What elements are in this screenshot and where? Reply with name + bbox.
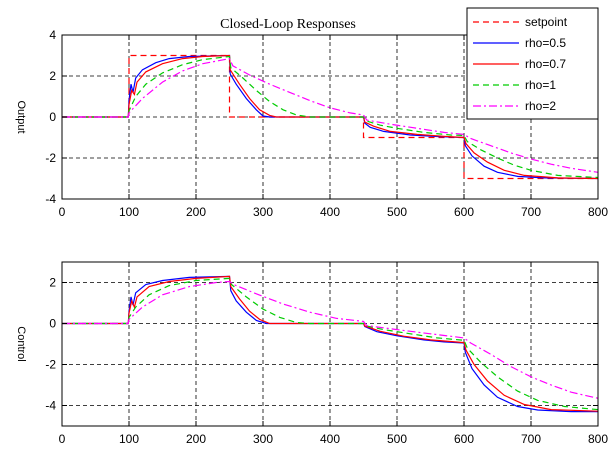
y-tick-label: 2 — [49, 276, 56, 290]
x-tick-label: 700 — [521, 205, 541, 219]
y-tick-label: 2 — [49, 69, 56, 83]
series-line-setpoint — [62, 54, 598, 180]
series-line-rho-0-5 — [62, 54, 598, 180]
legend-label: setpoint — [525, 15, 568, 29]
x-tick-label: 500 — [387, 205, 407, 219]
series-line-rho-1 — [62, 55, 598, 179]
y-tick-label: 0 — [49, 317, 56, 331]
x-tick-label: 600 — [454, 432, 474, 446]
y-tick-label: -4 — [45, 192, 56, 206]
bottom-axes: Control 0 100 200 300 400 500 600 700 800 -4 -2 0 2 — [15, 261, 608, 446]
x-tick-label: 100 — [119, 205, 139, 219]
y-tick-label: -2 — [45, 358, 56, 372]
x-tick-label: 800 — [588, 432, 608, 446]
y-tick-label: -2 — [45, 151, 56, 165]
x-tick-label: 600 — [454, 205, 474, 219]
legend-label: rho=2 — [525, 99, 556, 113]
series-line-rho-1 — [62, 277, 598, 411]
legend-label: rho=0.7 — [525, 57, 566, 71]
x-tick-label: 300 — [253, 205, 273, 219]
legend-label: rho=0.5 — [525, 36, 566, 50]
legend: setpoint rho=0.5 rho=0.7 rho=1 rho=2 — [466, 7, 599, 120]
x-tick-label: 0 — [59, 432, 66, 446]
x-tick-label: 200 — [186, 432, 206, 446]
x-tick-label: 400 — [320, 205, 340, 219]
series-line-rho-0-7 — [62, 275, 598, 412]
x-tick-label: 400 — [320, 432, 340, 446]
x-tick-label: 0 — [59, 205, 66, 219]
y-tick-label: 0 — [49, 110, 56, 124]
y-tick-label: 4 — [49, 28, 56, 42]
legend-label: rho=1 — [525, 78, 556, 92]
series-line-rho-0-7 — [62, 54, 598, 180]
x-tick-label: 200 — [186, 205, 206, 219]
top-y-axis-label: Output — [15, 100, 27, 133]
y-tick-label: -4 — [45, 399, 56, 413]
series-line-rho-2 — [62, 57, 598, 173]
x-tick-label: 800 — [588, 205, 608, 219]
bottom-y-axis-label: Control — [15, 326, 27, 361]
x-tick-label: 700 — [521, 432, 541, 446]
x-tick-label: 100 — [119, 432, 139, 446]
top-chart-title: Closed-Loop Responses — [220, 17, 356, 32]
x-tick-label: 500 — [387, 432, 407, 446]
series-line-rho-2 — [62, 280, 598, 399]
x-tick-label: 300 — [253, 432, 273, 446]
